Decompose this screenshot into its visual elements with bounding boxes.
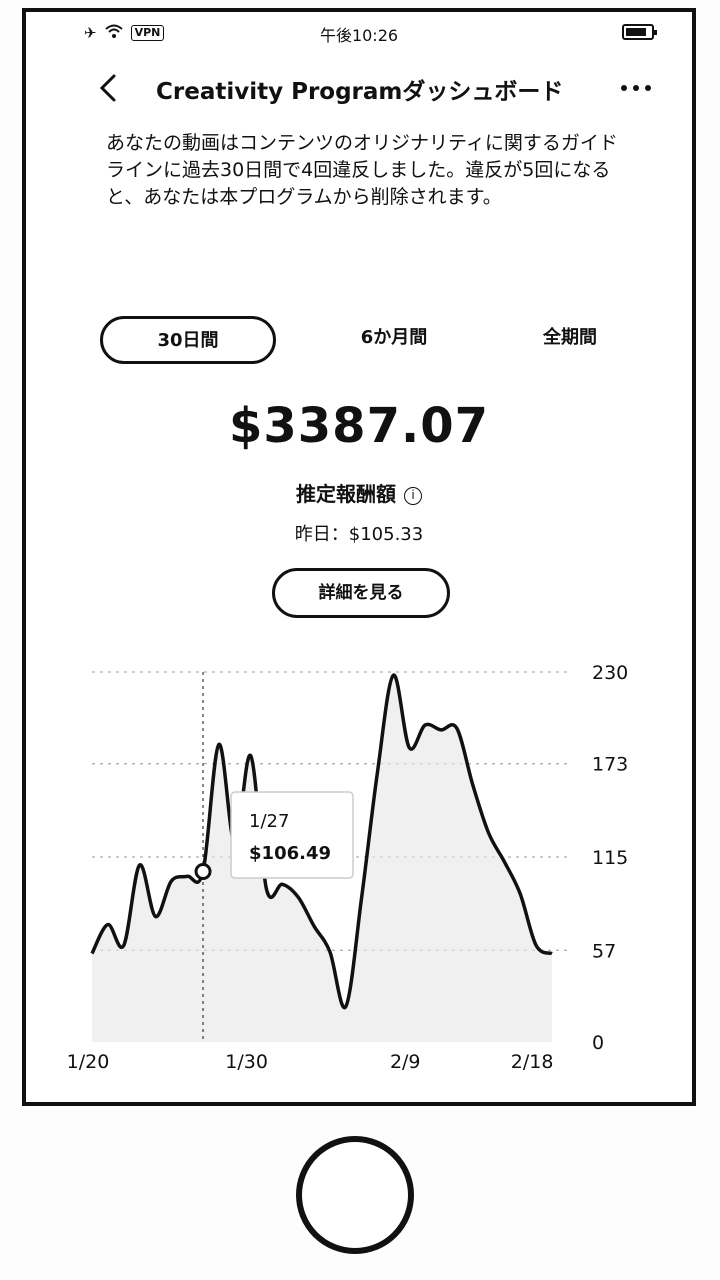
details-button[interactable]: 詳細を見る (272, 568, 450, 618)
tooltip-date: 1/27 (249, 811, 289, 832)
yesterday-earnings: 昨日：$105.33 (294, 524, 424, 545)
tooltip-box (230, 791, 354, 879)
info-icon[interactable]: i (404, 486, 422, 505)
violation-notice: あなたの動画はコンテンツのオリジナリティに関するガイドラインに過去30日間で4回… (106, 132, 618, 208)
y-tick-label: 57 (592, 940, 616, 962)
x-tick-label: 1/30 (225, 1051, 268, 1072)
y-tick-label: 115 (592, 847, 628, 869)
vpn-badge: VPN (130, 25, 165, 41)
x-tick-label: 2/9 (390, 1051, 421, 1072)
page-title: Creativity Programダッシュボード (156, 79, 564, 105)
more-icon (621, 85, 651, 91)
y-tick-label: 230 (592, 662, 628, 684)
y-tick-label: 0 (592, 1032, 604, 1054)
period-tabs: 30日間 6か月間 全期間 (100, 316, 640, 368)
battery-icon (622, 24, 657, 40)
x-tick-label: 1/20 (67, 1051, 110, 1072)
home-button[interactable] (296, 1136, 414, 1254)
tooltip-marker (194, 862, 212, 880)
tab-30-days[interactable]: 30日間 (100, 316, 276, 364)
series-line (90, 673, 553, 1010)
wifi-icon (104, 24, 123, 42)
screen: ✈ VPN 午後10:26 Creativity Programダッシュボード … (22, 8, 696, 1106)
series-area (92, 675, 552, 1042)
more-button[interactable] (614, 68, 658, 108)
nav-bar: Creativity Programダッシュボード (26, 60, 692, 116)
back-button[interactable] (90, 68, 130, 108)
earnings-chart[interactable]: 230 173 115 57 0 1/20 1/30 2/9 2/18 1/27 $106.49 (26, 642, 692, 1072)
status-bar: ✈ VPN 午後10:26 (26, 12, 692, 56)
earnings-amount: $3387.07 (228, 398, 490, 454)
status-left: ✈ VPN (84, 24, 165, 42)
tab-all-time[interactable]: 全期間 (543, 327, 597, 348)
x-tick-label: 2/18 (511, 1051, 554, 1072)
airplane-icon: ✈ (84, 24, 97, 42)
chevron-left-icon (99, 74, 116, 102)
earnings-label: 推定報酬額 (296, 482, 396, 506)
tab-6-months[interactable]: 6か月間 (360, 327, 428, 348)
tooltip-value: $106.49 (249, 843, 331, 864)
y-tick-label: 173 (592, 754, 628, 776)
earnings-label-row: 推定報酬額 i (26, 478, 692, 507)
status-time: 午後10:26 (319, 26, 399, 45)
